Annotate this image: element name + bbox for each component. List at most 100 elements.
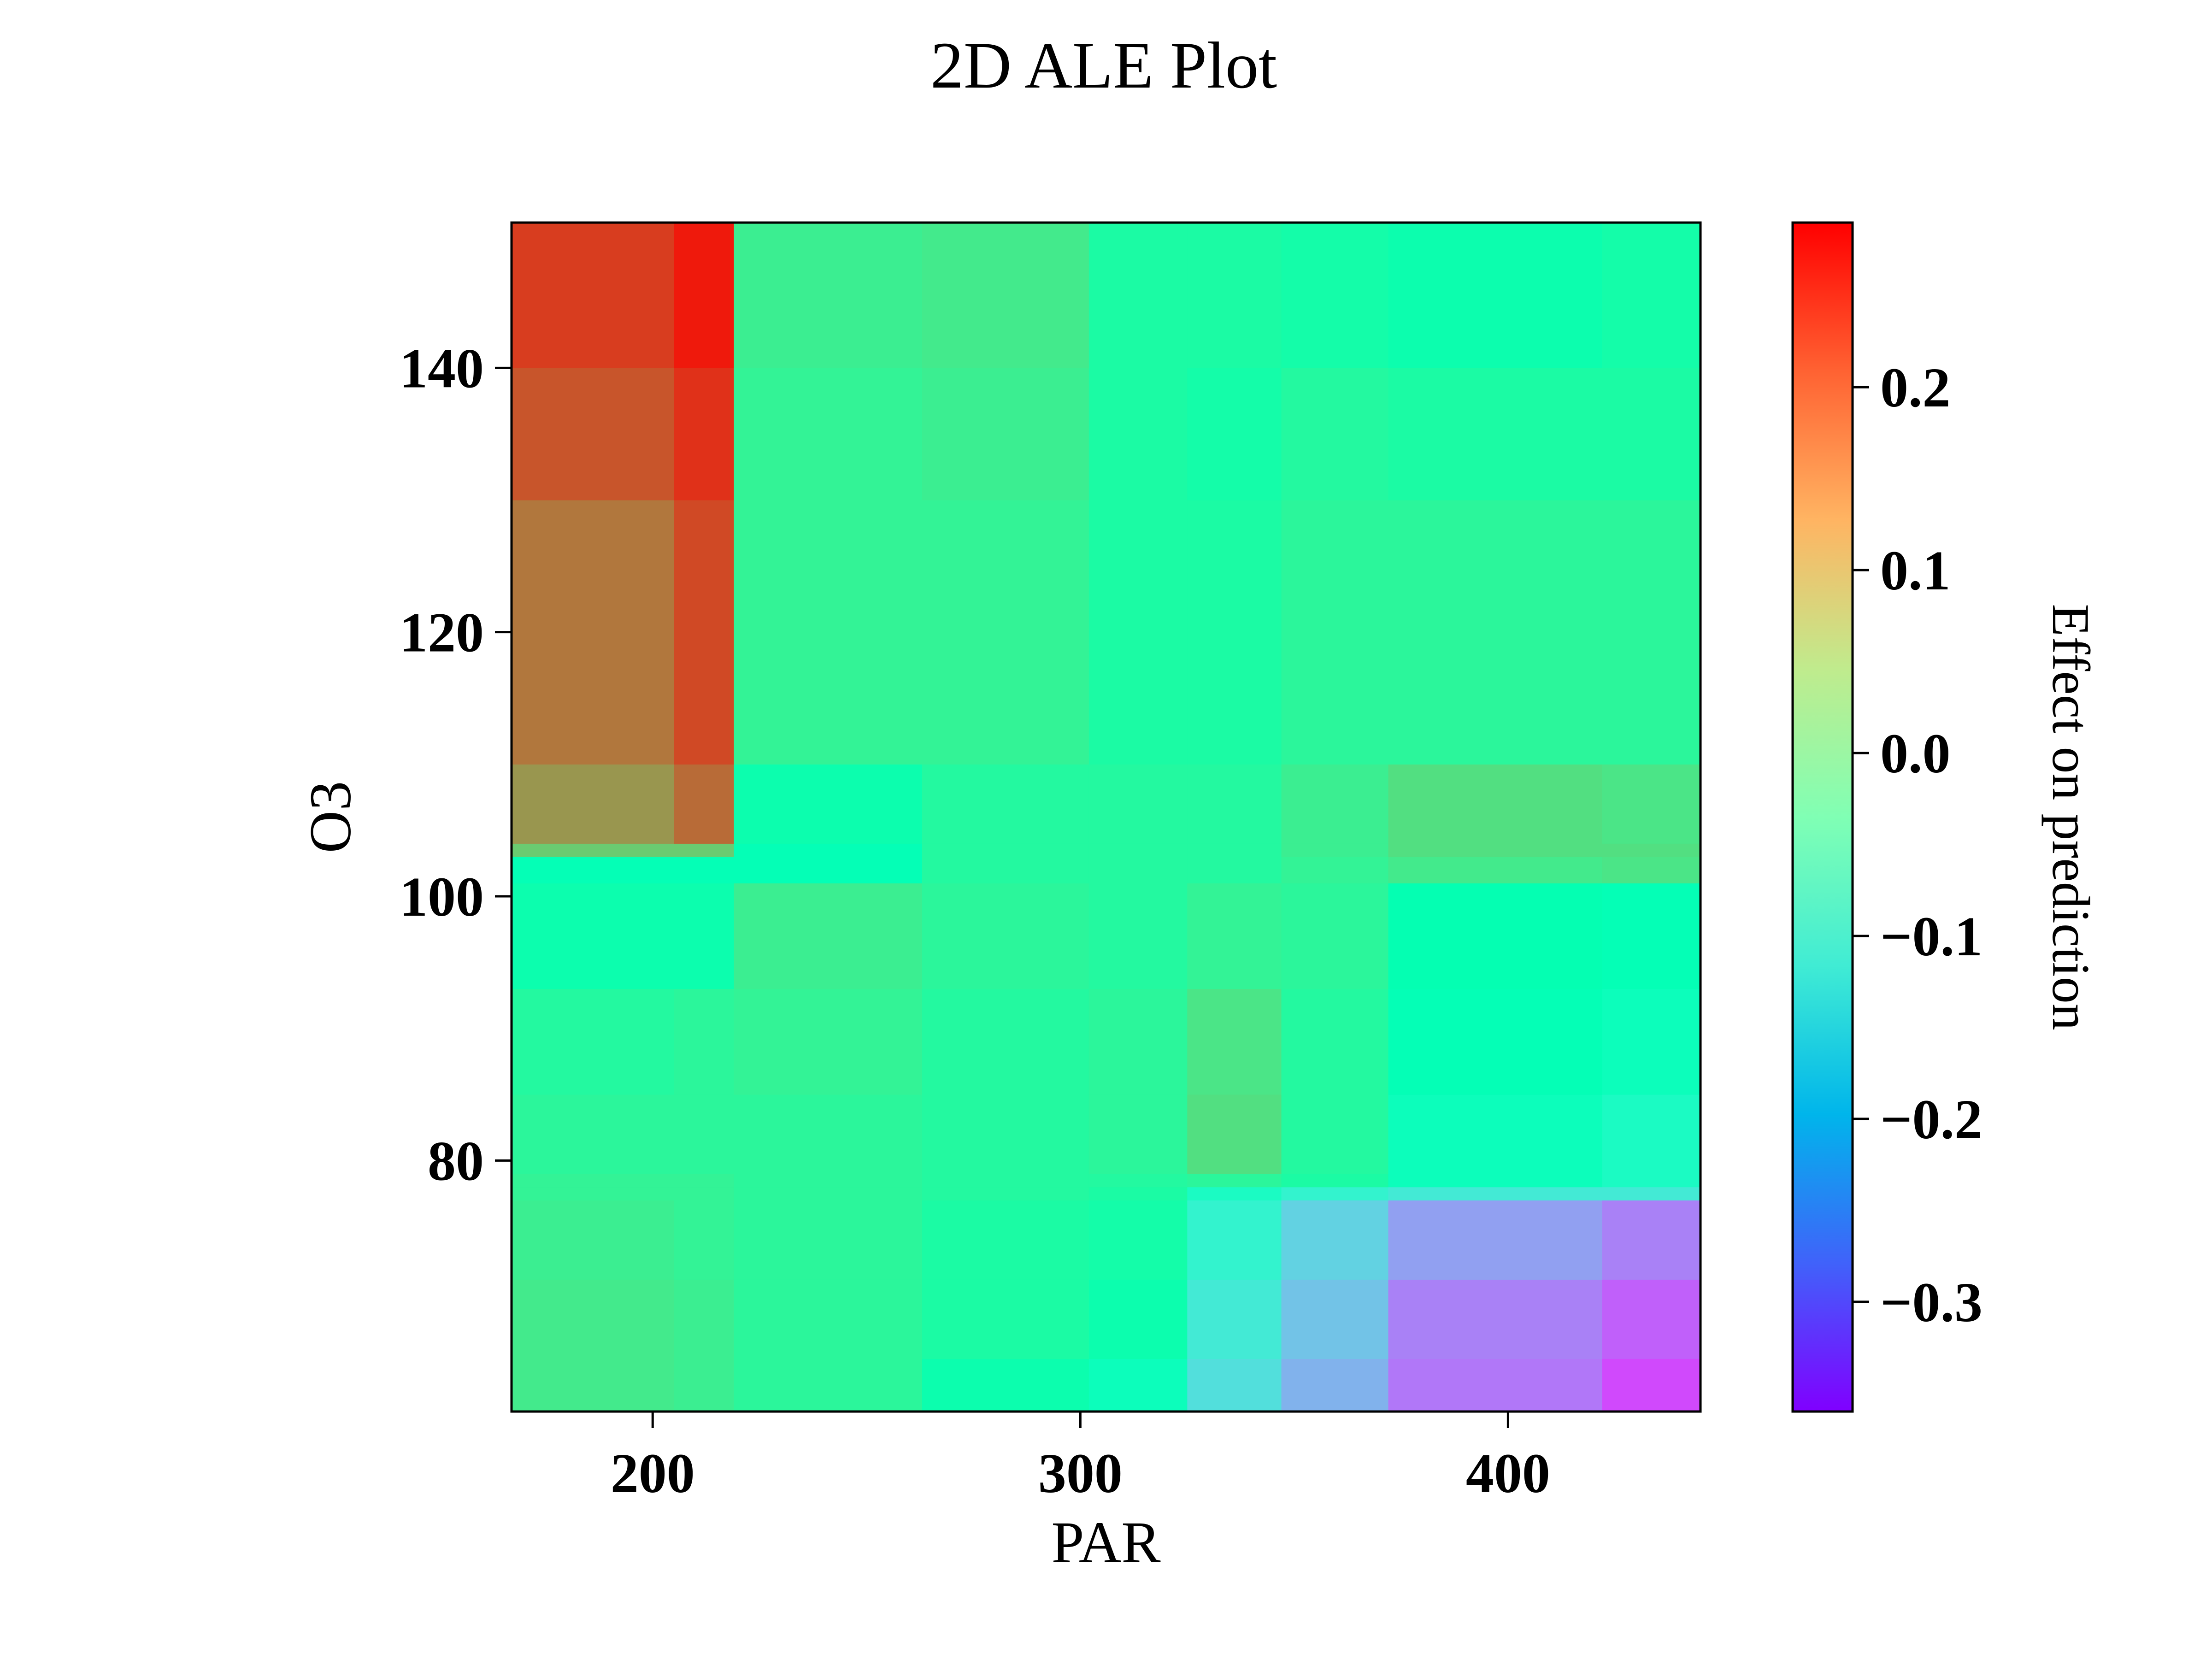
heatmap-cell	[1602, 857, 1701, 883]
heatmap-cell	[1187, 1187, 1282, 1200]
heatmap-cell	[922, 883, 1089, 989]
colorbar-tick-label: 0.1	[1880, 540, 1951, 602]
heatmap-cell	[922, 500, 1089, 765]
heatmap-cell	[1281, 857, 1389, 883]
heatmap-cell	[1602, 1200, 1701, 1280]
heatmap-cell	[674, 843, 735, 857]
heatmap-cell	[1187, 764, 1282, 844]
heatmap-cell	[1281, 1187, 1389, 1200]
heatmap-cell	[922, 764, 1089, 844]
y-axis-label: O3	[298, 781, 363, 853]
colorbar-tick-label: −0.2	[1880, 1088, 1983, 1151]
heatmap-cell	[1187, 500, 1282, 765]
heatmap-cell	[922, 223, 1089, 368]
x-axis-ticks: 200 300 400	[611, 1412, 1550, 1505]
heatmap-cell	[1602, 988, 1701, 1095]
heatmap-cell	[1602, 1359, 1701, 1412]
heatmap-cell	[1388, 500, 1603, 765]
heatmap-cell	[674, 1094, 735, 1174]
heatmap-cell	[1088, 764, 1188, 844]
heatmap-cell	[1187, 368, 1282, 500]
chart-title: 2D ALE Plot	[930, 29, 1277, 102]
heatmap-cell	[1281, 500, 1389, 765]
heatmap-cell	[1281, 843, 1389, 857]
x-axis-label: PAR	[1051, 1510, 1161, 1575]
heatmap-cell	[922, 1200, 1089, 1280]
colorbar-tick-label: 0.0	[1880, 723, 1951, 785]
heatmap-cell	[512, 1174, 675, 1188]
heatmap-cell	[734, 1359, 923, 1412]
heatmap-cell	[1187, 988, 1282, 1095]
heatmap-cell	[1602, 368, 1701, 500]
heatmap-cell	[512, 764, 675, 844]
heatmap-cell	[1088, 843, 1188, 857]
plot-frame	[510, 221, 1702, 1413]
heatmap-cell	[1281, 1094, 1389, 1174]
heatmap-cell	[734, 1174, 923, 1188]
heatmap-cell	[1388, 1187, 1603, 1200]
heatmap-cell	[1187, 883, 1282, 989]
heatmap-cell	[1187, 857, 1282, 883]
heatmap-cell	[1388, 1200, 1603, 1280]
heatmap-cell	[922, 1094, 1089, 1174]
heatmap-cell	[674, 223, 735, 368]
heatmap-cell	[674, 1279, 735, 1359]
heatmap-cell	[1088, 1359, 1188, 1412]
heatmap-cell	[1602, 500, 1701, 765]
heatmap-cell	[1281, 1200, 1389, 1280]
heatmap-cell	[512, 883, 675, 989]
heatmap-cell	[1088, 368, 1188, 500]
y-tick-label: 120	[400, 602, 484, 664]
y-tick-label: 100	[400, 866, 484, 928]
heatmap-cell	[1602, 1094, 1701, 1174]
heatmap-cell	[674, 368, 735, 500]
heatmap-cell	[512, 368, 675, 500]
heatmap-cell	[1088, 988, 1188, 1095]
heatmap-cell	[512, 843, 675, 857]
heatmap-cell	[734, 1279, 923, 1359]
heatmap-cell	[1088, 1187, 1188, 1200]
heatmap-cell	[1602, 843, 1701, 857]
heatmap-cell	[674, 1187, 735, 1200]
heatmap-cell	[1602, 764, 1701, 844]
heatmap-cell	[512, 1094, 675, 1174]
heatmap-cell	[734, 1200, 923, 1280]
heatmap-cell	[512, 223, 675, 368]
heatmap-cell	[922, 1174, 1089, 1188]
heatmap-cell	[1281, 883, 1389, 989]
heatmap-cell	[1281, 1174, 1389, 1188]
heatmap-cell	[1088, 883, 1188, 989]
heatmap-cell	[674, 988, 735, 1095]
heatmap-cell	[512, 1187, 675, 1200]
heatmap-cell	[922, 1187, 1089, 1200]
heatmap-cell	[1187, 843, 1282, 857]
y-axis-ticks: 80 100 120 140	[400, 337, 512, 1192]
heatmap-cell	[1088, 1094, 1188, 1174]
heatmap-cell	[734, 500, 923, 765]
heatmap-cell	[734, 843, 923, 857]
heatmap-cell	[1388, 223, 1603, 368]
colorbar	[1791, 221, 1854, 1413]
heatmap-cell	[734, 988, 923, 1095]
heatmap-cell	[734, 223, 923, 368]
heatmap-cell	[1388, 883, 1603, 989]
heatmap-cell	[1602, 1174, 1701, 1188]
heatmap-cell	[1281, 764, 1389, 844]
heatmap-cell	[1281, 223, 1389, 368]
heatmap-cell	[922, 1359, 1089, 1412]
heatmap-cell	[1388, 368, 1603, 500]
heatmap-cell	[1281, 368, 1389, 500]
heatmap-cell	[922, 368, 1089, 500]
heatmap-cells	[512, 223, 1701, 1412]
heatmap-cell	[734, 857, 923, 883]
x-tick-label: 400	[1466, 1442, 1550, 1505]
heatmap-cell	[1602, 1187, 1701, 1200]
heatmap-cell	[1388, 1279, 1603, 1359]
heatmap-cell	[1088, 857, 1188, 883]
heatmap-cell	[1187, 1094, 1282, 1174]
heatmap-cell	[674, 1359, 735, 1412]
heatmap-cell	[512, 988, 675, 1095]
heatmap-cell	[1088, 1279, 1188, 1359]
heatmap-cell	[1388, 857, 1603, 883]
